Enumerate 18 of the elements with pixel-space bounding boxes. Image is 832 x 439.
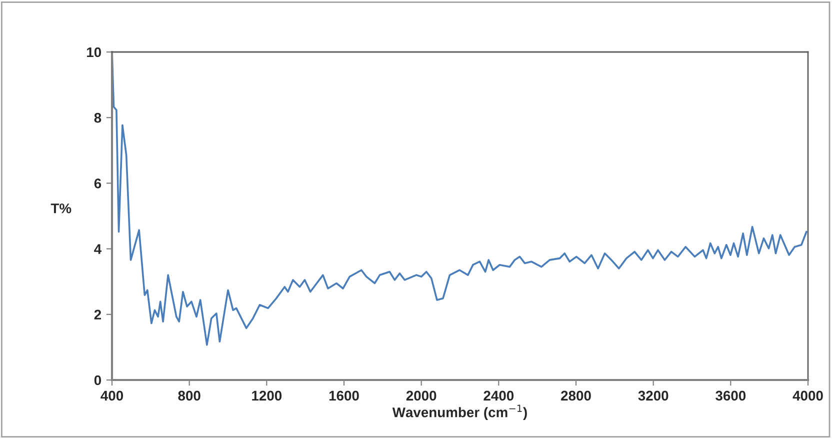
x-tick-label: 1600 bbox=[329, 390, 359, 401]
y-axis-title: T% bbox=[50, 203, 72, 214]
x-tick-label: 2800 bbox=[561, 390, 591, 401]
x-axis-title: Wavenumber (cm$^{−1}$) bbox=[392, 404, 527, 420]
y-tick-label: 0 bbox=[94, 375, 102, 386]
y-tick-label: 10 bbox=[87, 47, 102, 58]
y-tick-label: 8 bbox=[94, 112, 102, 123]
y-tick-label: 4 bbox=[94, 244, 102, 254]
x-tick-label: 3200 bbox=[638, 390, 668, 401]
x-tick-label: 400 bbox=[100, 390, 124, 401]
x-tick-label: 1200 bbox=[252, 390, 282, 401]
x-tick-label: 3600 bbox=[716, 390, 746, 401]
x-tick-label: 2400 bbox=[484, 390, 514, 401]
x-tick-label: 800 bbox=[178, 390, 200, 401]
x-tick-label: 4000 bbox=[792, 390, 823, 401]
x-tick-label: 2000 bbox=[406, 390, 436, 401]
y-tick-label: 2 bbox=[94, 310, 102, 320]
y-tick-label: 6 bbox=[94, 178, 102, 188]
